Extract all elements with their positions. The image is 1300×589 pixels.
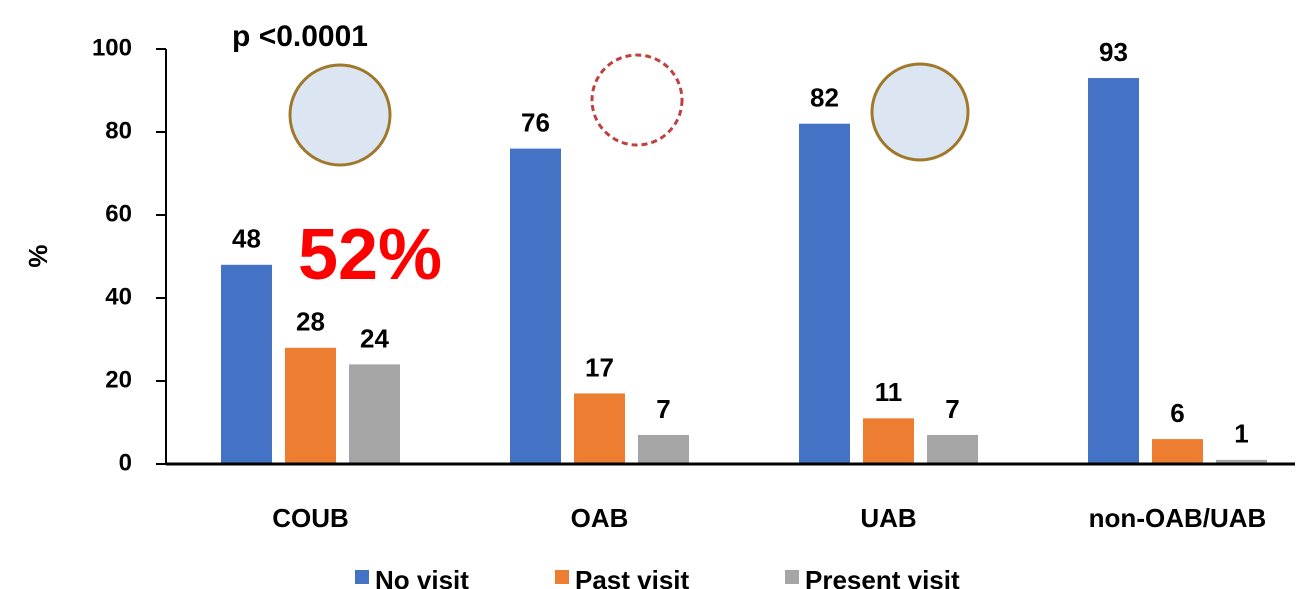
data-label: 11 bbox=[875, 377, 903, 407]
bar bbox=[349, 364, 400, 464]
bar bbox=[1088, 78, 1139, 465]
legend-swatch bbox=[555, 570, 569, 584]
bar bbox=[285, 347, 336, 464]
y-tick-label: 100 bbox=[92, 34, 132, 61]
data-label: 1 bbox=[1234, 419, 1248, 449]
data-label: 28 bbox=[296, 307, 325, 337]
data-label: 82 bbox=[810, 83, 839, 113]
y-tick-label: 80 bbox=[105, 117, 132, 144]
data-label: 7 bbox=[656, 394, 670, 424]
y-axis-label: % bbox=[23, 244, 53, 267]
bar bbox=[927, 434, 978, 464]
x-tick-label: non-OAB/UAB bbox=[1089, 503, 1267, 533]
bar bbox=[638, 434, 689, 464]
legend-label: No visit bbox=[375, 565, 469, 589]
bar bbox=[799, 123, 850, 464]
data-label: 93 bbox=[1099, 37, 1128, 67]
bar bbox=[1152, 439, 1203, 464]
y-tick-label: 60 bbox=[105, 200, 132, 227]
bar bbox=[510, 148, 561, 464]
y-tick-label: 0 bbox=[119, 449, 132, 476]
bar bbox=[221, 264, 272, 464]
bar bbox=[574, 393, 625, 464]
data-label: 76 bbox=[521, 107, 550, 137]
data-label: 48 bbox=[232, 224, 261, 254]
data-label: 17 bbox=[585, 352, 614, 382]
annotation: 52% bbox=[298, 215, 442, 295]
cartoon bbox=[288, 53, 970, 167]
legend-label: Present visit bbox=[805, 565, 960, 589]
bar bbox=[1216, 459, 1267, 464]
legend-swatch bbox=[355, 570, 369, 584]
annotation: p <0.0001 bbox=[232, 20, 368, 53]
x-tick-label: UAB bbox=[860, 503, 916, 533]
legend-label: Past visit bbox=[575, 565, 690, 589]
y-tick-label: 40 bbox=[105, 283, 132, 310]
data-label: 6 bbox=[1170, 398, 1184, 428]
legend-swatch bbox=[785, 570, 799, 584]
x-tick-label: COUB bbox=[272, 503, 349, 533]
y-tick-label: 20 bbox=[105, 366, 132, 393]
data-label: 24 bbox=[360, 323, 389, 353]
data-label: 7 bbox=[945, 394, 959, 424]
x-tick-label: OAB bbox=[571, 503, 629, 533]
bar bbox=[863, 418, 914, 464]
